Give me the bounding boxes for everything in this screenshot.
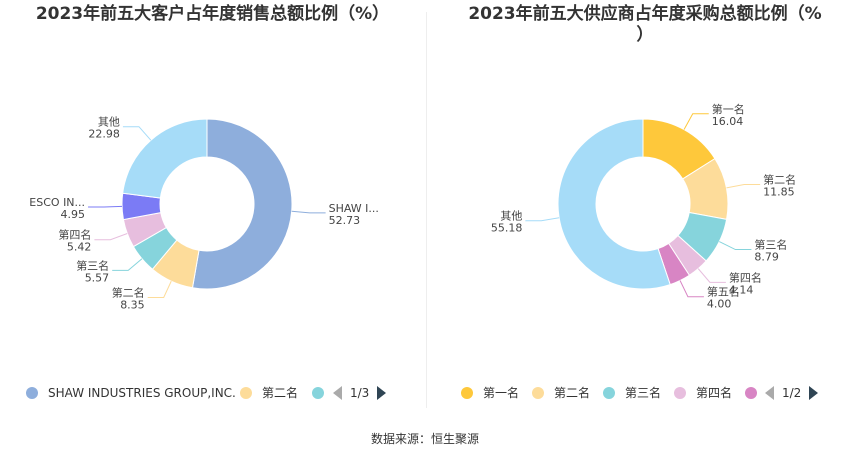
slice-value-label: 5.57 (85, 271, 110, 284)
legend-dot-icon (312, 387, 324, 399)
slice-name-label: 第二名 (763, 172, 796, 186)
supplier-chart-title: 2023年前五大供应商占年度采购总额比例（% ） (468, 4, 822, 45)
legend-label: 第三名 (625, 386, 662, 400)
label-leader-line (525, 217, 560, 222)
label-leader-line (697, 268, 726, 283)
donut-slice[interactable] (191, 118, 293, 290)
label-leader-line (112, 258, 143, 271)
legend-label: 第二名 (262, 386, 299, 400)
donut-slice[interactable] (557, 118, 671, 290)
slice-name-label: 其他 (500, 210, 522, 223)
legend-prev-page-icon[interactable] (333, 386, 342, 400)
legend-dot-icon (745, 387, 757, 399)
slice-name-label: 第二名 (112, 285, 145, 299)
panel-divider (426, 12, 427, 408)
label-leader-line (683, 113, 709, 130)
slice-value-label: 4.00 (707, 298, 732, 311)
slice-value-label: 55.18 (491, 222, 523, 235)
slice-value-label: 11.85 (763, 185, 795, 198)
slice-name-label: 第五名 (707, 285, 740, 299)
label-leader-line (291, 210, 326, 214)
label-leader-line (726, 183, 761, 189)
label-leader-line (719, 241, 752, 251)
legend-dot-icon (532, 387, 544, 399)
slice-name-label: 其他 (98, 116, 120, 129)
slice-name-label: 第三名 (76, 258, 109, 272)
legend-dot-icon (240, 387, 252, 399)
customer-chart-panel: 2023年前五大客户占年度销售总额比例（%） SHAW I... 52.73 第二名… (0, 0, 425, 410)
slice-value-label: 16.04 (712, 115, 744, 128)
legend-page-indicator: 1/2 (782, 386, 802, 400)
legend-page-indicator: 1/3 (350, 386, 370, 400)
legend-dot-icon (461, 387, 473, 399)
slice-value-label: 5.42 (67, 241, 92, 254)
slice-value-label: 52.73 (329, 214, 361, 227)
legend-prev-page-icon[interactable] (765, 386, 774, 400)
label-leader-line (94, 233, 128, 241)
slice-name-label: 第四名 (729, 270, 762, 284)
slice-value-label: 4.95 (61, 208, 86, 221)
slice-name-label: 第三名 (754, 238, 787, 252)
legend-label: 第四名 (696, 386, 733, 400)
slice-name-label: 第一名 (712, 102, 745, 116)
slice-value-label: 8.35 (120, 298, 145, 311)
legend-dot-icon (26, 387, 38, 399)
slice-value-label: 8.79 (754, 251, 779, 264)
legend-label: 第一名 (483, 386, 520, 400)
label-leader-line (122, 126, 152, 141)
legend-dot-icon (674, 387, 686, 399)
label-leader-line (679, 280, 704, 298)
legend-label: 第二名 (554, 386, 591, 400)
legend-next-page-icon[interactable] (377, 386, 386, 400)
supplier-chart-panel: 2023年前五大供应商占年度采购总额比例（% ） 第一名 16.04 第二名 11.8… (425, 0, 850, 410)
label-leader-line (88, 205, 123, 208)
slice-name-label: ESCO IN... (29, 196, 85, 209)
customer-chart-title: 2023年前五大客户占年度销售总额比例（%） (35, 4, 390, 24)
legend-next-page-icon[interactable] (809, 386, 818, 400)
slice-value-label: 22.98 (88, 128, 120, 141)
donut-slice[interactable] (122, 118, 208, 199)
slice-name-label: 第四名 (58, 228, 91, 242)
label-leader-line (147, 280, 172, 298)
legend-label: SHAW INDUSTRIES GROUP,INC. (48, 386, 236, 400)
legend-dot-icon (603, 387, 615, 399)
slice-name-label: SHAW I... (329, 202, 379, 215)
slice-value-label: 4.14 (729, 283, 754, 296)
data-source: 数据来源：恒生聚源 (370, 432, 479, 446)
